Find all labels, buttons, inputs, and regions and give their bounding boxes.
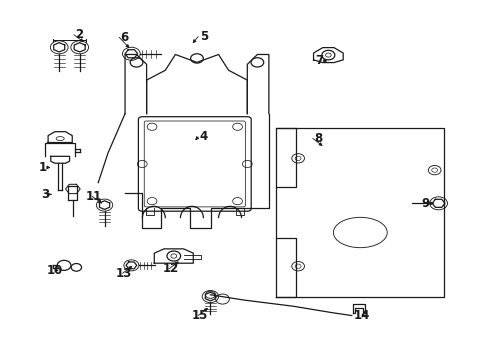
Text: 13: 13: [116, 267, 132, 280]
Text: 7: 7: [315, 54, 323, 67]
Text: 6: 6: [121, 31, 129, 44]
Text: 9: 9: [421, 197, 429, 210]
Text: 11: 11: [86, 190, 102, 203]
Text: 14: 14: [352, 309, 369, 322]
Text: 1: 1: [38, 161, 46, 174]
Text: 2: 2: [75, 28, 83, 41]
Text: 10: 10: [47, 264, 63, 277]
Text: 15: 15: [191, 309, 207, 322]
Text: 4: 4: [199, 130, 207, 144]
Text: 5: 5: [199, 30, 207, 43]
Text: 8: 8: [314, 132, 322, 145]
Text: 3: 3: [41, 188, 49, 201]
Text: 12: 12: [162, 262, 178, 275]
